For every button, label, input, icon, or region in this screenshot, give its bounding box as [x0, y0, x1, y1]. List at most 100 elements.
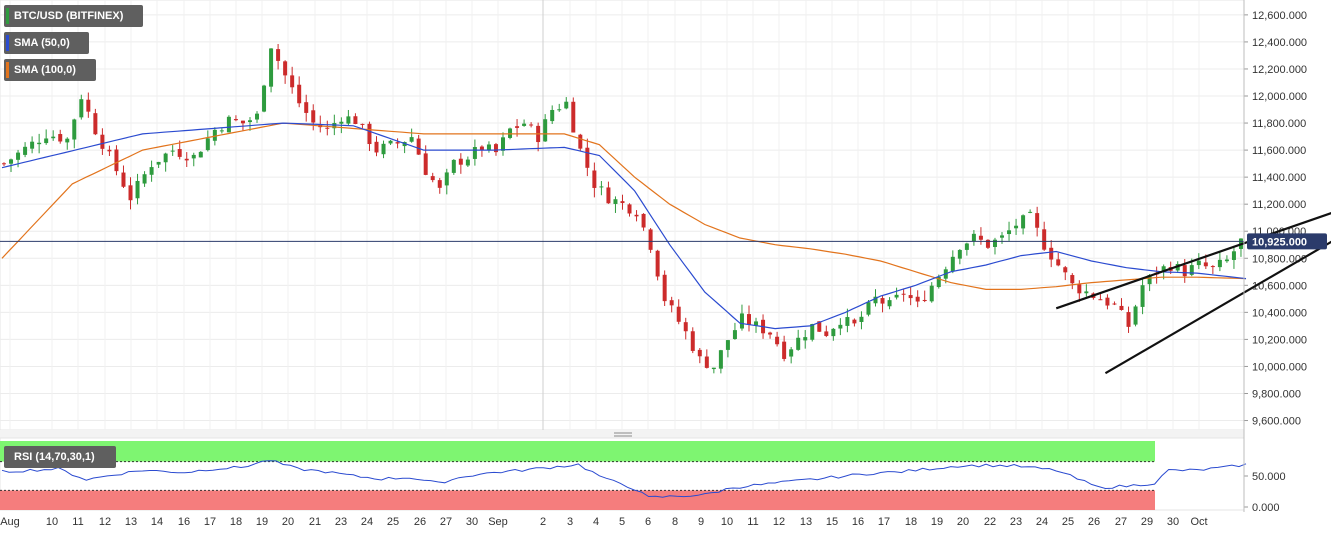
candle-body: [276, 49, 281, 61]
candle-body: [100, 134, 105, 149]
candle-body: [479, 146, 484, 151]
legend-sma50[interactable]: SMA (50,0): [4, 32, 89, 54]
candle-body: [831, 328, 836, 337]
rsi-y-tick-label: 50.000: [1252, 471, 1286, 483]
candle-up: [1028, 209, 1033, 214]
candle-down: [655, 249, 660, 281]
candle-up: [388, 139, 393, 145]
candle-down: [922, 290, 927, 303]
candle-body: [522, 123, 527, 126]
candle-body: [283, 61, 288, 76]
candle-body: [501, 137, 506, 151]
candle-body: [866, 302, 871, 315]
candle-up: [142, 171, 147, 187]
candle-body: [114, 149, 119, 172]
candle-down: [240, 120, 245, 131]
candle-down: [93, 108, 98, 136]
x-tick-label: 4: [593, 516, 599, 528]
candle-body: [964, 243, 969, 250]
candle-body: [451, 159, 456, 173]
legend-sma100-swatch: [6, 62, 9, 78]
candle-body: [458, 158, 463, 165]
candle-down: [276, 43, 281, 70]
candle-up: [23, 142, 28, 158]
candle-down: [493, 142, 498, 156]
candle-up: [486, 141, 491, 153]
x-tick-label: 25: [387, 516, 399, 528]
candle-down: [311, 104, 316, 131]
candle-up: [170, 145, 175, 156]
y-tick-label: 10,000.000: [1252, 361, 1307, 373]
candle-body: [782, 341, 787, 359]
candle-body: [1133, 306, 1138, 325]
candle-body: [51, 136, 56, 139]
candle-down: [782, 335, 787, 362]
candle-body: [388, 140, 393, 144]
x-tick-label: Oct: [1190, 516, 1207, 528]
candle-body: [23, 146, 28, 155]
candle-down: [100, 128, 105, 155]
candle-down: [634, 210, 639, 222]
x-tick-label: 11: [72, 516, 83, 528]
x-tick-label: Aug: [0, 516, 20, 528]
candle-body: [606, 187, 611, 204]
candle-up: [1231, 246, 1236, 269]
candle-body: [1203, 262, 1208, 267]
legend-rsi[interactable]: RSI (14,70,30,1): [4, 446, 116, 468]
rsi-oversold-zone: [0, 490, 1155, 510]
candle-down: [690, 327, 695, 354]
candle-body: [1063, 267, 1068, 273]
y-tick-label: 12,600.000: [1252, 10, 1307, 22]
x-tick-label: 10: [721, 516, 733, 528]
candle-up: [831, 328, 836, 341]
candle-up: [557, 103, 562, 112]
candle-body: [360, 123, 365, 125]
candle-down: [86, 92, 91, 118]
candle-down: [908, 287, 913, 306]
x-tick-label: 11: [747, 516, 758, 528]
y-tick-label: 11,800.000: [1252, 118, 1306, 130]
y-tick-label: 10,200.000: [1252, 334, 1307, 346]
candle-body: [915, 296, 920, 302]
candle-body: [1231, 251, 1236, 260]
candle-up: [564, 97, 569, 110]
candle-down: [915, 290, 920, 308]
x-tick-label: 10: [46, 516, 58, 528]
candle-up: [1021, 214, 1026, 235]
legend-symbol[interactable]: BTC/USD (BITFINEX): [4, 5, 143, 27]
candle-body: [585, 147, 590, 168]
candle-down: [1056, 252, 1061, 267]
y-tick-label: 12,200.000: [1252, 64, 1307, 76]
candle-body: [212, 129, 217, 141]
rsi-overbought-zone: [0, 441, 1155, 462]
candle-body: [58, 134, 63, 142]
candle-body: [107, 149, 112, 152]
candle-down: [479, 145, 484, 157]
candle-down: [676, 299, 681, 325]
candle-body: [936, 276, 941, 288]
candle-body: [957, 249, 962, 259]
candle-up: [866, 299, 871, 317]
candles: [2, 43, 1243, 374]
wedge-lower-line: [1104, 240, 1331, 375]
candle-up: [543, 114, 548, 142]
last-price-tag: [1247, 233, 1327, 250]
x-tick-label: 24: [1036, 516, 1048, 528]
candle-up: [789, 347, 794, 364]
candle-body: [508, 128, 513, 138]
candle-up: [950, 250, 955, 274]
candle-down: [283, 60, 288, 84]
panel-divider: [0, 430, 1244, 438]
candle-body: [325, 127, 330, 129]
candle-up: [501, 132, 506, 156]
candle-down: [683, 317, 688, 340]
x-tick-label: 8: [672, 516, 678, 528]
candle-body: [613, 199, 618, 204]
legend-sma100[interactable]: SMA (100,0): [4, 59, 96, 81]
legend-sma100-label: SMA (100,0): [14, 64, 76, 76]
candle-body: [543, 119, 548, 142]
candle-down: [901, 288, 906, 302]
candle-up: [992, 237, 997, 255]
candle-body: [697, 349, 702, 357]
